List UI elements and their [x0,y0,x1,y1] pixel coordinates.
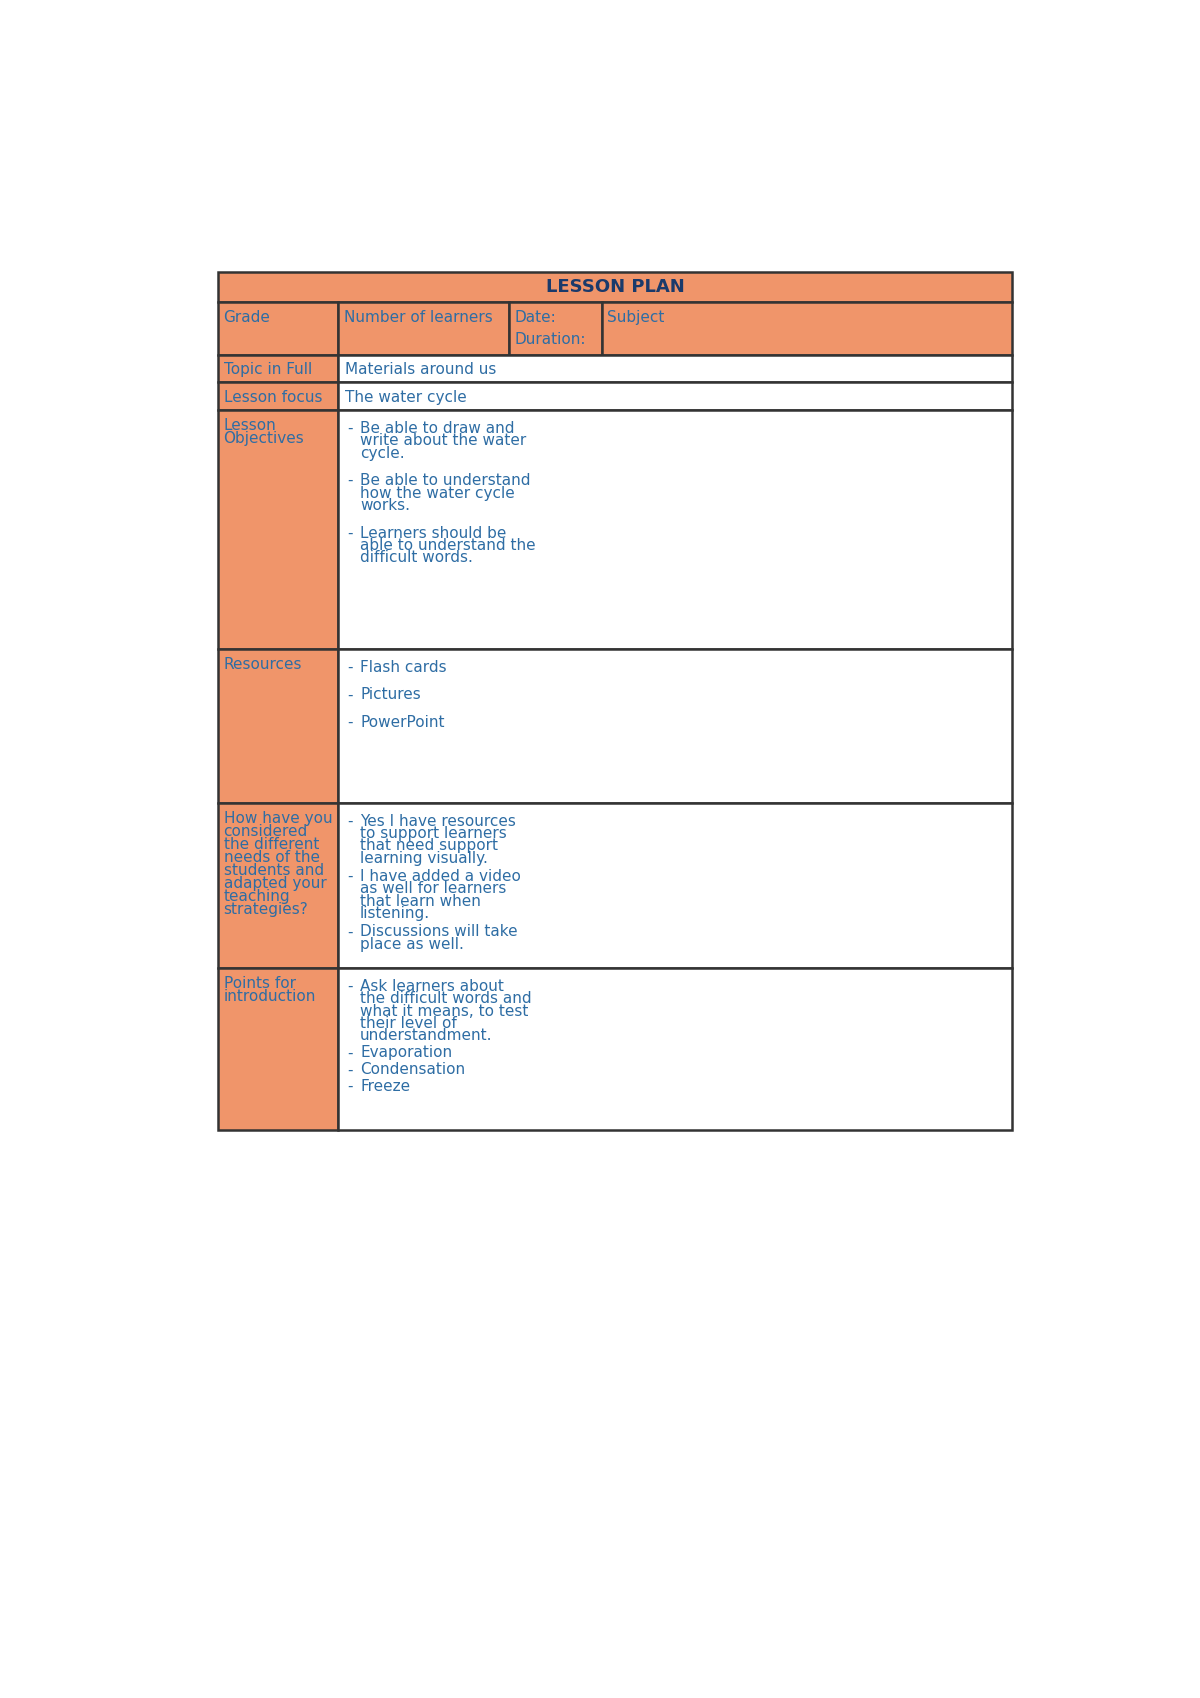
Text: Yes I have resources: Yes I have resources [360,813,516,829]
Text: learning visually.: learning visually. [360,851,488,866]
Text: -: - [348,813,353,829]
Text: Flash cards: Flash cards [360,659,446,674]
Text: Ask learners about: Ask learners about [360,980,504,993]
Text: Points for: Points for [223,976,295,992]
Text: considered: considered [223,824,308,839]
Text: needs of the: needs of the [223,849,319,864]
Text: Condensation: Condensation [360,1063,466,1077]
Text: what it means, to test: what it means, to test [360,1004,528,1019]
Text: write about the water: write about the water [360,433,527,448]
Bar [218,355,338,382]
Text: Duration:: Duration: [515,331,586,346]
Text: Objectives: Objectives [223,431,305,447]
Text: that need support: that need support [360,839,498,852]
Text: -: - [348,869,353,885]
Text: Grade: Grade [223,311,270,324]
Bar [509,302,602,355]
Bar [218,411,338,649]
Text: -: - [348,924,353,939]
Text: Be able to draw and: Be able to draw and [360,421,515,436]
Text: understandment.: understandment. [360,1029,492,1044]
Text: Resources: Resources [223,657,302,671]
Text: Subject: Subject [607,311,665,324]
Text: Lesson: Lesson [223,418,276,433]
Text: -: - [348,980,353,993]
Text: adapted your: adapted your [223,876,326,891]
Text: strategies?: strategies? [223,902,308,917]
Text: -: - [348,1046,353,1060]
Text: able to understand the: able to understand the [360,538,535,554]
Text: to support learners: to support learners [360,825,506,841]
Bar [218,803,338,968]
Text: -: - [348,715,353,730]
Text: Materials around us: Materials around us [346,362,497,377]
Bar [602,302,1012,355]
Text: Lesson focus: Lesson focus [223,391,322,406]
Text: teaching: teaching [223,890,290,903]
Text: LESSON PLAN: LESSON PLAN [546,278,684,295]
Text: Number of learners: Number of learners [343,311,492,324]
Bar [338,649,1012,803]
Text: -: - [348,421,353,436]
Text: -: - [348,474,353,489]
Text: I have added a video: I have added a video [360,869,521,885]
Bar [338,302,509,355]
Bar [218,272,1012,302]
Text: Discussions will take: Discussions will take [360,924,517,939]
Bar [338,803,1012,968]
Text: Date:: Date: [515,311,556,324]
Text: PowerPoint: PowerPoint [360,715,444,730]
Text: the difficult words and: the difficult words and [360,992,532,1007]
Text: -: - [348,1063,353,1077]
Text: how the water cycle: how the water cycle [360,486,515,501]
Text: introduction: introduction [223,990,316,1004]
Bar [218,382,338,411]
Text: -: - [348,526,353,540]
Text: listening.: listening. [360,907,430,920]
Text: cycle.: cycle. [360,445,404,460]
Text: their level of: their level of [360,1015,457,1031]
Bar [218,649,338,803]
Text: Learners should be: Learners should be [360,526,506,540]
Text: Evaporation: Evaporation [360,1046,452,1060]
Text: as well for learners: as well for learners [360,881,506,897]
Text: Be able to understand: Be able to understand [360,474,530,489]
Text: that learn when: that learn when [360,893,481,908]
Text: -: - [348,1080,353,1094]
Text: How have you: How have you [223,810,332,825]
Text: Topic in Full: Topic in Full [223,362,312,377]
Bar [338,382,1012,411]
Bar [218,968,338,1131]
Text: -: - [348,659,353,674]
Text: The water cycle: The water cycle [346,391,467,406]
Text: place as well.: place as well. [360,937,464,953]
Text: works.: works. [360,498,410,513]
Bar [218,302,338,355]
Bar [338,968,1012,1131]
Text: students and: students and [223,863,324,878]
Text: Freeze: Freeze [360,1080,410,1094]
Bar [338,355,1012,382]
Bar [338,411,1012,649]
Text: -: - [348,688,353,703]
Text: Pictures: Pictures [360,688,421,703]
Text: difficult words.: difficult words. [360,550,473,565]
Text: the different: the different [223,837,319,852]
